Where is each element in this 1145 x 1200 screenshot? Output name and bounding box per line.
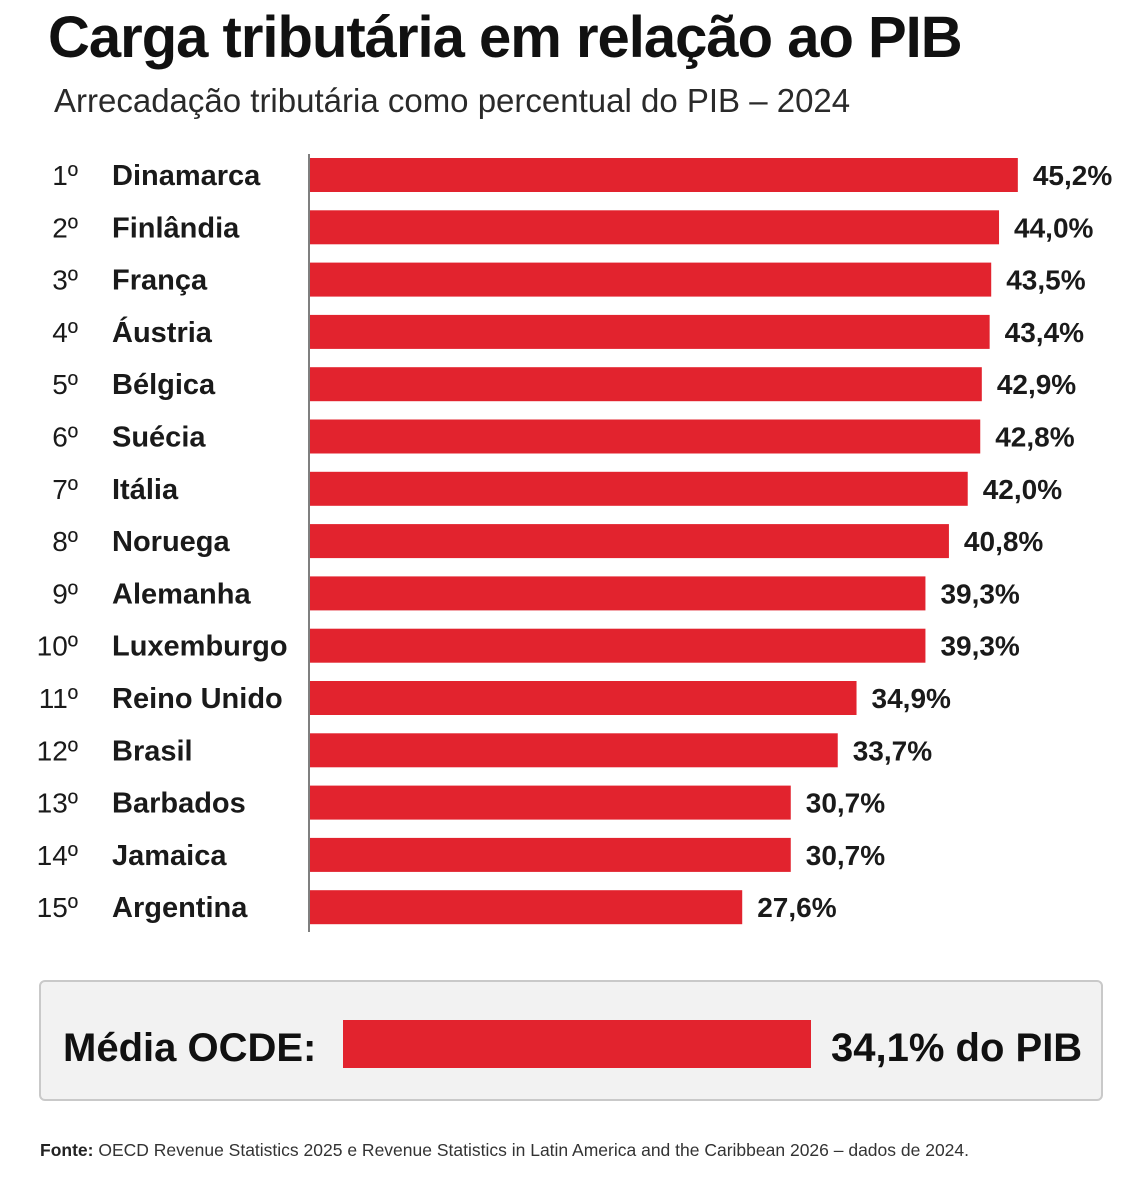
rank-label: 1º	[52, 160, 78, 191]
chart-title: Carga tributária em relação ao PIB	[48, 5, 963, 70]
value-label: 42,8%	[995, 422, 1074, 453]
rank-label: 2º	[52, 212, 78, 243]
country-label: Suécia	[112, 422, 206, 454]
rank-label: 8º	[52, 526, 78, 557]
bar	[310, 262, 992, 297]
bar	[310, 837, 791, 872]
value-label: 39,3%	[940, 578, 1019, 609]
oecd-average-value: 34,1% do PIB	[831, 1026, 1083, 1070]
oecd-average-label: Média OCDE:	[63, 1026, 317, 1070]
value-label: 42,0%	[983, 474, 1062, 505]
country-label: Finlândia	[112, 212, 240, 244]
rank-label: 4º	[52, 317, 78, 348]
country-label: França	[112, 265, 208, 297]
source-label: Fonte:	[40, 1140, 94, 1160]
value-label: 40,8%	[964, 526, 1043, 557]
rank-label: 10º	[37, 631, 78, 662]
value-label: 34,9%	[872, 683, 951, 714]
rank-label: 13º	[37, 788, 78, 819]
bar	[310, 158, 1018, 192]
country-label: Brasil	[112, 735, 193, 767]
chart-rows: 1º Dinamarca 45,2% 2º Finlândia 44,0% 3º França…	[37, 158, 1112, 925]
country-label: Reino Unido	[112, 683, 283, 715]
rank-label: 7º	[52, 474, 78, 505]
value-label: 43,4%	[1005, 317, 1084, 348]
value-label: 27,6%	[757, 892, 836, 923]
value-label: 33,7%	[853, 735, 932, 766]
country-label: Noruega	[112, 526, 231, 558]
source-text: OECD Revenue Statistics 2025 e Revenue S…	[93, 1140, 970, 1160]
bar	[310, 471, 968, 506]
oecd-average-bar	[343, 1020, 811, 1068]
bar	[310, 419, 981, 454]
bar	[310, 367, 982, 402]
source-note: Fonte: OECD Revenue Statistics 2025 e Re…	[40, 1140, 969, 1161]
chart-subtitle: Arrecadação tributária como percentual d…	[54, 82, 851, 119]
rank-label: 9º	[52, 578, 78, 609]
value-label: 44,0%	[1014, 212, 1093, 243]
country-label: Argentina	[112, 892, 248, 924]
rank-label: 15º	[37, 892, 78, 923]
country-label: Bélgica	[112, 369, 216, 401]
rank-label: 6º	[52, 422, 78, 453]
rank-label: 5º	[52, 369, 78, 400]
bar	[310, 524, 949, 559]
value-label: 39,3%	[940, 631, 1019, 662]
bar	[310, 628, 926, 663]
value-label: 42,9%	[997, 369, 1076, 400]
bar	[310, 576, 926, 611]
bar	[310, 681, 857, 715]
rank-label: 3º	[52, 265, 78, 296]
bar	[310, 785, 791, 820]
country-label: Jamaica	[112, 840, 227, 872]
rank-label: 11º	[39, 683, 78, 714]
bar	[310, 890, 743, 925]
value-label: 30,7%	[806, 840, 885, 871]
value-label: 30,7%	[806, 788, 885, 819]
rank-label: 12º	[37, 735, 78, 766]
bar-chart: 1º Dinamarca 45,2% 2º Finlândia 44,0% 3º França…	[37, 154, 1112, 932]
value-label: 43,5%	[1006, 265, 1085, 296]
bar	[310, 210, 1000, 245]
country-label: Áustria	[112, 315, 213, 349]
oecd-average-box: Média OCDE: 34,1% do PIB	[39, 980, 1103, 1101]
country-label: Dinamarca	[112, 160, 261, 192]
country-label: Alemanha	[112, 578, 251, 610]
country-label: Itália	[112, 474, 179, 506]
rank-label: 14º	[37, 840, 78, 871]
country-label: Luxemburgo	[112, 631, 288, 663]
bar	[310, 314, 990, 349]
country-label: Barbados	[112, 788, 246, 820]
value-label: 45,2%	[1033, 160, 1112, 191]
bar	[310, 733, 838, 768]
